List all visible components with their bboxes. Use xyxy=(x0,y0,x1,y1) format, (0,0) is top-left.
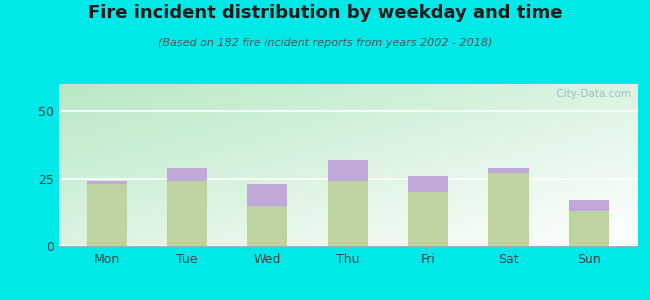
Bar xyxy=(167,181,207,246)
Bar xyxy=(488,168,528,173)
Text: City-Data.com: City-Data.com xyxy=(553,89,631,99)
Bar xyxy=(247,184,287,206)
Bar xyxy=(86,184,127,246)
Bar xyxy=(569,200,609,211)
Bar xyxy=(408,192,448,246)
Bar xyxy=(569,211,609,246)
Bar xyxy=(408,176,448,192)
Bar xyxy=(488,173,528,246)
Text: (Based on 182 fire incident reports from years 2002 - 2018): (Based on 182 fire incident reports from… xyxy=(158,38,492,47)
Bar xyxy=(328,160,368,181)
Bar xyxy=(86,181,127,184)
Bar xyxy=(247,206,287,246)
Bar xyxy=(328,181,368,246)
Text: Fire incident distribution by weekday and time: Fire incident distribution by weekday an… xyxy=(88,4,562,22)
Bar xyxy=(167,168,207,181)
